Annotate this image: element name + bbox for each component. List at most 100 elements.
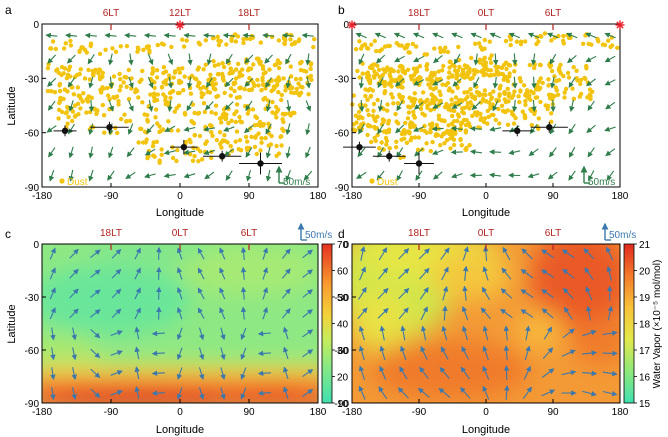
- dust-point: [439, 134, 444, 139]
- dust-point: [56, 107, 62, 113]
- wind-arrow: [147, 99, 154, 112]
- wind-arrow: [124, 32, 137, 39]
- dust-point: [445, 128, 450, 134]
- local-time-ticks: 18LT 0LT 6LT: [347, 8, 625, 30]
- dust-point: [394, 119, 399, 124]
- dust-point: [465, 101, 471, 106]
- dust-point: [216, 62, 221, 67]
- wind-arrow: [541, 249, 555, 259]
- dust-point: [217, 130, 223, 135]
- colorbar-tick-label: 15: [639, 399, 651, 410]
- dust-point: [238, 148, 244, 153]
- lt-tick-label: 6LT: [241, 228, 258, 239]
- dust-point: [548, 64, 553, 70]
- dust-point: [221, 115, 226, 120]
- wind-arrow: [602, 330, 618, 336]
- wind-arrow: [88, 99, 95, 113]
- dust-point: [574, 68, 579, 74]
- dust-point: [283, 37, 288, 43]
- dust-point: [430, 97, 435, 102]
- wind-arrow: [432, 79, 444, 86]
- wind-scale-label: 50m/s: [588, 177, 615, 188]
- dust-point: [294, 86, 299, 92]
- dust-point: [117, 88, 123, 93]
- dust-point: [268, 142, 274, 147]
- colorbar-tick-label: 17: [639, 346, 651, 357]
- wind-arrow: [605, 148, 616, 157]
- wind-arrow: [586, 124, 596, 134]
- wind-arrow: [374, 32, 387, 39]
- dust-point: [61, 46, 67, 51]
- wind-scale-arrow: [297, 222, 307, 241]
- dust-point: [188, 140, 193, 145]
- wind-arrow: [503, 325, 510, 341]
- dust-point: [470, 113, 475, 119]
- dust-point: [403, 120, 408, 126]
- wind-arrow: [88, 169, 94, 182]
- dust-point: [75, 85, 81, 90]
- dust-point: [96, 71, 101, 76]
- dust-point: [152, 85, 157, 91]
- wind-arrow: [240, 367, 247, 380]
- x-tick-label: 90: [547, 407, 559, 418]
- wind-arrow: [398, 287, 410, 300]
- y-tick-label: -90: [335, 399, 350, 410]
- dust-point: [192, 154, 197, 159]
- dust-point: [238, 85, 243, 91]
- wind-arrow: [147, 53, 154, 66]
- wind-scale-arrow: [275, 165, 285, 184]
- dust-point: [306, 92, 311, 97]
- wind-arrow: [585, 55, 597, 63]
- y-axis-label: Latitude: [6, 304, 18, 343]
- lt-tick-label: 6LT: [103, 8, 120, 19]
- wind-arrow: [438, 387, 451, 399]
- dust-point: [197, 133, 203, 139]
- wind-arrow: [48, 147, 56, 158]
- dust-point: [444, 138, 450, 143]
- colorbar-tick-label: 10: [337, 399, 349, 410]
- y-tick-label: -30: [25, 74, 40, 85]
- dust-point: [467, 70, 472, 75]
- dust-point: [477, 57, 482, 62]
- dust-point: [487, 92, 493, 97]
- dust-point: [365, 132, 370, 138]
- wind-arrow: [281, 268, 291, 279]
- dust-point: [482, 116, 488, 121]
- dust-point: [424, 97, 430, 103]
- data-point: [203, 150, 242, 162]
- wind-arrow: [522, 386, 532, 400]
- wind-arrow: [151, 370, 165, 377]
- dust-point: [449, 97, 454, 102]
- dust-point: [357, 75, 362, 80]
- panel-label: b: [338, 3, 345, 17]
- wind-arrow: [357, 147, 366, 158]
- dust-point: [487, 100, 492, 105]
- dust-point: [298, 84, 303, 89]
- dust-point: [154, 97, 160, 103]
- dust-point: [239, 120, 244, 125]
- dust-point: [122, 112, 127, 117]
- dust-point: [528, 107, 533, 112]
- wind-arrow: [151, 390, 165, 396]
- dust-point: [211, 35, 216, 41]
- wind-arrow: [176, 347, 183, 361]
- wind-arrow: [481, 286, 490, 301]
- dust-point: [228, 143, 233, 149]
- wind-arrow: [412, 126, 425, 132]
- dust-point: [394, 139, 399, 144]
- dust-point: [161, 65, 167, 70]
- wind-arrow: [69, 248, 79, 259]
- dust-point: [377, 74, 383, 80]
- dust-point: [467, 143, 472, 148]
- dust-point: [150, 69, 156, 74]
- wind-arrow: [265, 77, 272, 88]
- dust-point: [159, 152, 164, 157]
- dust-legend-dot: [369, 178, 375, 184]
- dust-point: [417, 63, 423, 69]
- dust-point: [351, 122, 356, 127]
- dust-point: [292, 110, 297, 116]
- dust-point: [160, 127, 166, 132]
- dust-point: [74, 72, 80, 78]
- wind-arrow: [489, 32, 501, 39]
- dust-point: [209, 130, 214, 135]
